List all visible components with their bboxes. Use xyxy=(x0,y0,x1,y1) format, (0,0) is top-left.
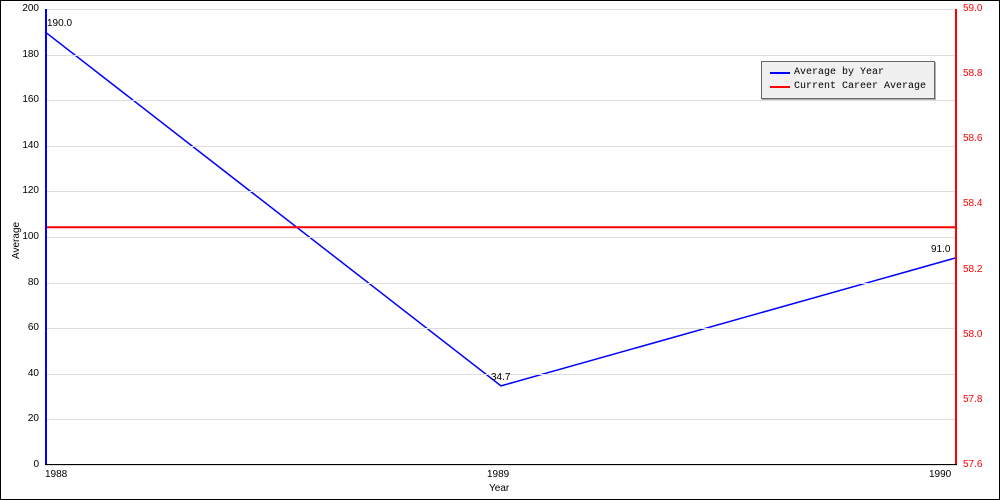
y-left-tick-label: 200 xyxy=(22,3,39,14)
y-left-tick-label: 80 xyxy=(28,277,39,288)
y-left-tick-label: 100 xyxy=(22,231,39,242)
chart-container: Average Year Average by YearCurrent Care… xyxy=(0,0,1000,500)
legend-swatch xyxy=(770,86,790,88)
x-tick-label: 1989 xyxy=(487,469,509,480)
gridline xyxy=(45,419,957,420)
y-axis-title: Average xyxy=(11,222,22,259)
legend-item: Average by Year xyxy=(770,66,926,80)
y-right-tick-label: 58.6 xyxy=(963,133,982,144)
y-left-axis xyxy=(45,9,47,465)
y-left-tick-label: 20 xyxy=(28,413,39,424)
data-point-label: 91.0 xyxy=(931,244,950,255)
y-right-tick-label: 58.2 xyxy=(963,264,982,275)
x-axis xyxy=(45,464,957,465)
legend-item: Current Career Average xyxy=(770,80,926,94)
x-tick-label: 1990 xyxy=(929,469,951,480)
gridline xyxy=(45,146,957,147)
gridline xyxy=(45,283,957,284)
y-right-tick-label: 58.4 xyxy=(963,198,982,209)
y-right-tick-label: 58.0 xyxy=(963,329,982,340)
gridline xyxy=(45,100,957,101)
gridline xyxy=(45,9,957,10)
y-right-tick-label: 57.8 xyxy=(963,394,982,405)
y-left-tick-label: 60 xyxy=(28,322,39,333)
y-left-tick-label: 40 xyxy=(28,368,39,379)
y-left-tick-label: 0 xyxy=(33,459,39,470)
gridline xyxy=(45,237,957,238)
legend: Average by YearCurrent Career Average xyxy=(761,61,935,99)
gridline xyxy=(45,55,957,56)
x-tick-label: 1988 xyxy=(45,469,67,480)
y-right-tick-label: 58.8 xyxy=(963,68,982,79)
gridline xyxy=(45,191,957,192)
y-right-tick-label: 59.0 xyxy=(963,3,982,14)
y-left-tick-label: 120 xyxy=(22,185,39,196)
gridline xyxy=(45,328,957,329)
y-right-axis xyxy=(955,9,957,465)
legend-label: Average by Year xyxy=(794,66,884,80)
data-point-label: 190.0 xyxy=(47,18,72,29)
y-left-tick-label: 140 xyxy=(22,140,39,151)
gridline xyxy=(45,465,957,466)
legend-label: Current Career Average xyxy=(794,80,926,94)
legend-swatch xyxy=(770,72,790,74)
data-point-label: 34.7 xyxy=(491,372,510,383)
x-axis-title: Year xyxy=(489,483,509,494)
y-left-tick-label: 160 xyxy=(22,94,39,105)
y-left-tick-label: 180 xyxy=(22,49,39,60)
y-right-tick-label: 57.6 xyxy=(963,459,982,470)
